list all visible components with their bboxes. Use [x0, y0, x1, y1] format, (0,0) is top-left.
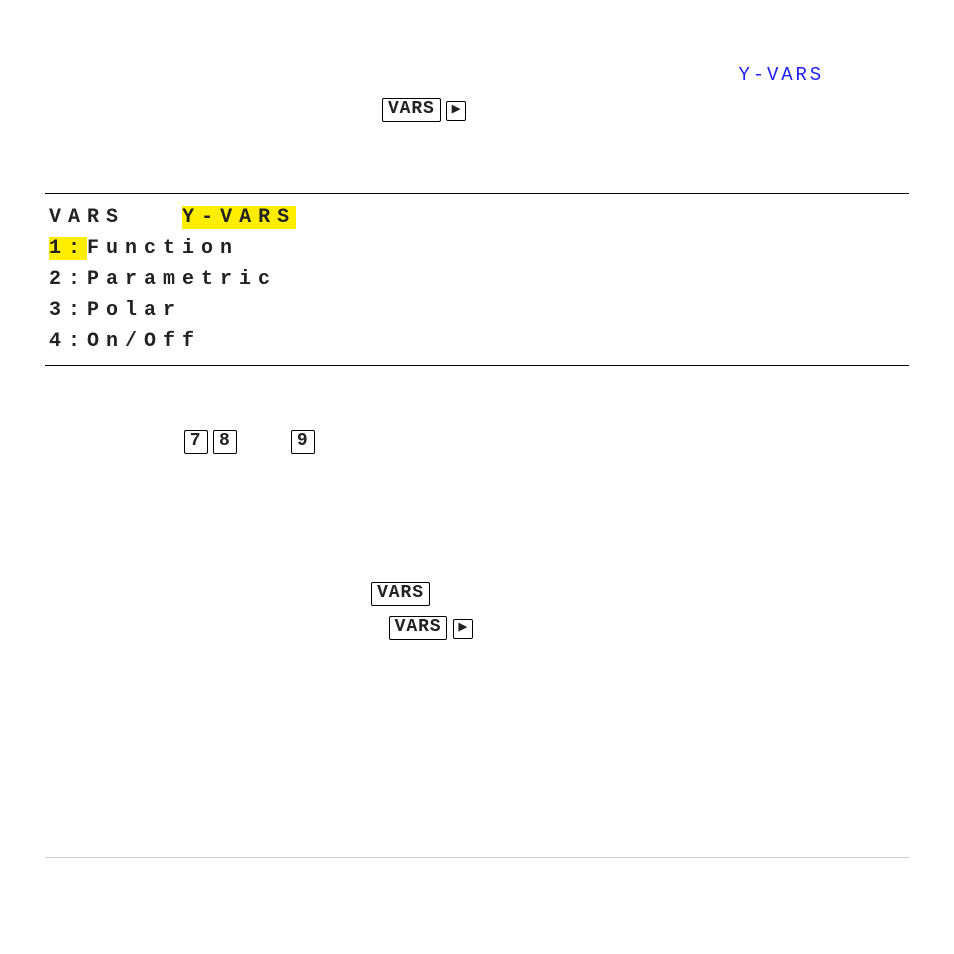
- screen-tabs: VARS Y-VARS: [49, 202, 909, 233]
- para3-line3: access the preset variables for equation…: [45, 647, 909, 680]
- tab-vars: VARS: [49, 206, 125, 229]
- key-9: 9: [291, 430, 315, 454]
- right-arrow-key: ▶: [446, 101, 466, 121]
- page-body: xxxxxxxxxxxxxxxxxxxxxxxxxxxxxxxxxxxxxxxx…: [0, 0, 954, 906]
- screen-item-4: 4:On/Off: [49, 326, 909, 357]
- para3-line2: To access the Y-VARS menu, press VARS ▶ …: [45, 612, 909, 642]
- item-num-1: 1:: [49, 237, 87, 260]
- screen-item-2: 2:Parametric: [49, 264, 909, 295]
- intro-line-2: under the Y-VARS menu by pressing VARS ▶…: [45, 94, 909, 124]
- vars-key-2: VARS: [371, 582, 430, 606]
- section-heading: EQUATION (Y=) VARIABLE MENU: [45, 767, 909, 796]
- vars-key: VARS: [382, 98, 441, 122]
- para3-line4: for function mode, X/Y1T – X/Y6T for par…: [45, 684, 909, 717]
- para2-line4: under the Catalog.: [45, 531, 909, 560]
- para2-line1: Chapters 7 8 , and 9 use these to paste …: [45, 426, 909, 455]
- key-7: 7: [184, 430, 208, 454]
- para2-line2: Y1 and r6 into programs. The TI-83 Plus …: [45, 460, 909, 493]
- calculator-screen: VARS Y-VARS 1:Function 2:Parametric 3:Po…: [45, 193, 909, 366]
- para3-line1: To access the VARS menu, press VARS .: [45, 578, 909, 608]
- item-num-3: 3:: [49, 299, 87, 322]
- item-num-4: 4:: [49, 330, 87, 353]
- item-num-2: 2:: [49, 268, 87, 291]
- intro-line-3: a monochrome calculator:: [45, 129, 909, 158]
- yvars-text: Y-VARS: [132, 98, 218, 120]
- intro-line-1: xxxxxxxxxxxxxxxxxxxxxxxxxxxxxxxxxxxxxxxx…: [45, 60, 909, 90]
- para2-line3: calculators offer an additional set of s…: [45, 497, 909, 526]
- tab-yvars: Y-VARS: [182, 206, 296, 229]
- right-arrow-key-2: ▶: [453, 619, 473, 639]
- yvars-link[interactable]: Y-VARS: [738, 64, 824, 86]
- footer-divider: [45, 857, 909, 866]
- item-label-1: Function: [87, 237, 239, 260]
- vars-key-3: VARS: [389, 616, 448, 640]
- screen-item-1: 1:Function: [49, 233, 909, 264]
- key-8: 8: [213, 430, 237, 454]
- screen-item-3: 3:Polar: [49, 295, 909, 326]
- item-label-3: Polar: [87, 299, 182, 322]
- item-label-2: Parametric: [87, 268, 277, 291]
- item-label-4: On/Off: [87, 330, 201, 353]
